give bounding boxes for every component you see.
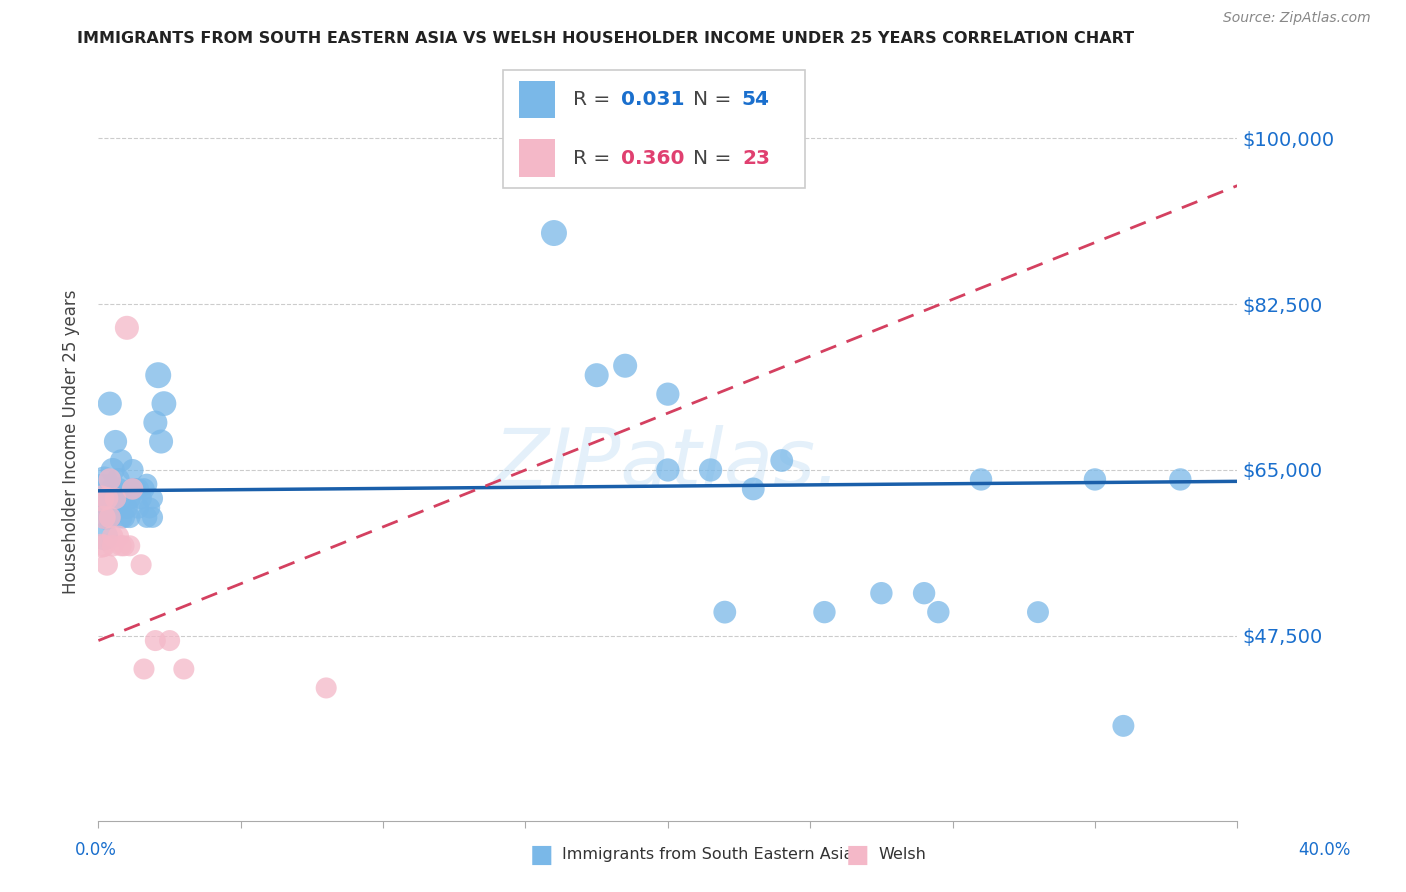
Point [90,491,112,506]
Point [98,396,121,410]
Point [127,500,149,515]
Text: 54: 54 [742,90,770,109]
Point [107,473,129,487]
Text: Immigrants from South Eastern Asia: Immigrants from South Eastern Asia [562,847,853,862]
Text: Source: ZipAtlas.com: Source: ZipAtlas.com [1223,12,1371,25]
Point [115,500,138,515]
Point [110,453,132,467]
Point [118,510,141,524]
Text: ZIPatlas.: ZIPatlas. [494,425,842,503]
Text: 0.360: 0.360 [621,149,685,168]
Point [714,605,737,619]
Point [96,558,118,572]
Point [1026,605,1049,619]
Point [912,586,935,600]
Point [96,491,118,506]
Point [121,463,143,477]
Point [173,662,195,676]
Point [107,529,129,543]
Point [132,662,155,676]
Text: 23: 23 [742,149,770,168]
Point [742,482,765,496]
Point [657,463,679,477]
Y-axis label: Householder Income Under 25 years: Householder Income Under 25 years [62,289,80,594]
Bar [519,139,555,177]
Text: R =: R = [574,90,617,109]
Text: R =: R = [574,149,617,168]
Point [90,539,112,553]
Point [98,510,121,524]
Point [124,482,146,496]
Point [315,681,337,695]
Point [118,491,141,506]
Point [112,510,135,524]
Point [770,453,793,467]
Point [135,510,157,524]
Point [107,482,129,496]
Text: Welsh: Welsh [879,847,927,862]
Point [543,226,565,240]
Point [112,491,135,506]
Point [585,368,607,383]
Point [96,491,118,506]
Text: ■: ■ [846,843,869,866]
Point [1112,719,1135,733]
Point [90,486,112,500]
Point [93,529,115,543]
Point [101,539,124,553]
Point [112,539,135,553]
Bar [519,80,555,119]
Point [121,482,143,496]
Point [145,633,167,648]
Point [118,539,141,553]
Point [699,463,721,477]
Point [970,473,993,487]
Point [101,529,124,543]
Point [813,605,835,619]
Point [1170,473,1192,487]
Point [614,359,637,373]
Point [870,586,893,600]
Point [135,477,157,491]
Point [115,320,138,334]
Point [96,510,118,524]
Point [121,482,143,496]
Point [127,482,149,496]
Point [129,491,152,506]
Text: N =: N = [693,90,738,109]
Point [98,510,121,524]
Point [150,434,173,449]
Point [104,434,127,449]
Point [145,416,167,430]
Point [104,491,127,506]
Point [110,539,132,553]
Point [153,396,176,410]
Text: IMMIGRANTS FROM SOUTH EASTERN ASIA VS WELSH HOUSEHOLDER INCOME UNDER 25 YEARS CO: IMMIGRANTS FROM SOUTH EASTERN ASIA VS WE… [77,31,1135,46]
Point [141,510,163,524]
Point [104,500,127,515]
Point [93,473,115,487]
Text: 0.031: 0.031 [621,90,685,109]
Text: N =: N = [693,149,738,168]
Point [138,500,160,515]
Text: ■: ■ [530,843,553,866]
Point [132,482,155,496]
Point [93,539,115,553]
Text: 40.0%: 40.0% [1298,840,1351,858]
FancyBboxPatch shape [503,70,804,187]
Point [93,510,115,524]
Point [148,368,170,383]
Point [110,510,132,524]
Point [129,558,152,572]
Point [927,605,949,619]
Text: 0.0%: 0.0% [75,840,117,858]
Point [98,473,121,487]
Point [141,491,163,506]
Point [1084,473,1107,487]
Point [101,482,124,496]
Point [101,463,124,477]
Point [159,633,181,648]
Point [657,387,679,401]
